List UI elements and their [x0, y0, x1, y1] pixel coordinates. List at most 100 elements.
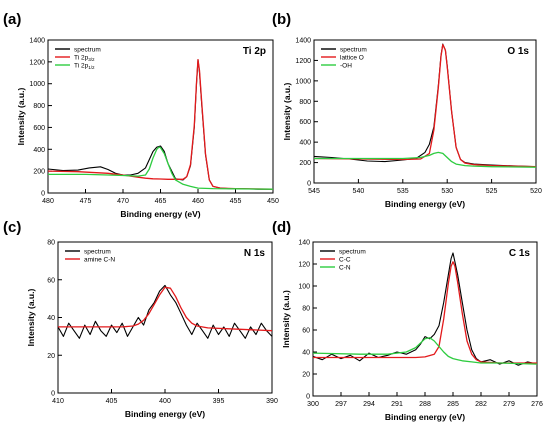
x-tick-label: 525	[486, 188, 498, 195]
y-tick-label: 0	[41, 191, 45, 198]
y-tick-label: 0	[306, 394, 310, 401]
x-tick-label: 285	[447, 401, 459, 408]
y-axis-label: Intensity (a.u.)	[282, 83, 292, 141]
chart-panel-4: (d) 300 297 294 291 288 285 282 279 276 0 20 40 60 80 1…	[272, 219, 543, 422]
x-tick-label: 460	[192, 198, 204, 205]
x-tick-label: 450	[267, 198, 279, 205]
y-tick-label: 60	[302, 328, 310, 335]
y-tick-label: 400	[33, 147, 45, 154]
y-tick-label: 60	[47, 277, 55, 284]
x-tick-label: 530	[441, 188, 453, 195]
legend-entry-sub: 3/2	[88, 57, 95, 62]
legend-entry-sub: 1/2	[88, 65, 95, 70]
series-line-2	[314, 43, 536, 168]
x-tick-label: 300	[307, 401, 319, 408]
x-tick-label: 405	[106, 398, 118, 405]
y-tick-label: 40	[302, 350, 310, 357]
y-tick-label: 120	[298, 262, 310, 269]
y-tick-label: 20	[302, 372, 310, 379]
x-axis-label: Binding energy (eV)	[125, 409, 205, 419]
series-line-3	[313, 337, 537, 365]
y-tick-label: 1400	[295, 38, 311, 45]
x-tick-label: 279	[503, 401, 515, 408]
y-tick-label: 1200	[29, 59, 45, 66]
y-tick-label: 1400	[29, 38, 45, 45]
chart-panel-1: (a) 480 475 470 465 460 455 450 0 200 400 600 800 100…	[3, 11, 279, 219]
series-line-2	[58, 286, 272, 332]
x-axis-label: Binding energy (eV)	[385, 412, 465, 422]
series-group	[58, 284, 272, 339]
panel-label: (b)	[272, 11, 291, 28]
legend-entry: C-C	[339, 256, 351, 263]
y-tick-label: 100	[298, 284, 310, 291]
legend-entry: Ti 2p3/2	[74, 54, 95, 62]
y-tick-label: 80	[302, 306, 310, 313]
x-tick-label: 540	[353, 188, 365, 195]
y-tick-label: 0	[307, 181, 311, 188]
element-tag: C 1s	[509, 248, 531, 259]
legend-entry: Ti 2p1/2	[74, 62, 95, 70]
panel-label: (c)	[3, 219, 21, 236]
plot-frame	[313, 39, 537, 184]
legend-entry: -OH	[340, 62, 352, 69]
legend-entry: spectrum	[74, 46, 101, 53]
legend-entry-main: Ti 2p	[74, 54, 89, 61]
x-tick-label: 276	[531, 401, 543, 408]
chart-panel-3: (c) 410 405 400 395 390 0 20 40 60 80 Binding energ…	[3, 219, 278, 419]
x-tick-label: 410	[52, 398, 64, 405]
element-tag: N 1s	[244, 248, 266, 259]
x-axis-label: Binding energy (eV)	[385, 199, 465, 209]
y-tick-label: 600	[299, 119, 311, 126]
legend-entry: C-N	[339, 264, 351, 271]
y-tick-label: 1000	[29, 81, 45, 88]
x-tick-label: 535	[397, 188, 409, 195]
legend-entry-main: Ti 2p	[74, 62, 89, 69]
y-tick-label: 140	[298, 240, 310, 247]
y-tick-label: 1000	[295, 78, 311, 85]
x-tick-label: 395	[213, 398, 225, 405]
y-tick-label: 400	[299, 140, 311, 147]
legend-entry: spectrum	[84, 248, 111, 255]
y-axis-label: Intensity (a.u.)	[26, 289, 36, 347]
x-tick-label: 288	[419, 401, 431, 408]
panel-label: (d)	[272, 219, 291, 236]
x-tick-label: 294	[363, 401, 375, 408]
y-tick-label: 200	[33, 169, 45, 176]
legend-entry: spectrum	[340, 46, 367, 53]
series-line-1	[58, 284, 272, 339]
series-line-1	[48, 59, 273, 190]
series-line-3	[314, 151, 536, 168]
y-tick-label: 20	[47, 353, 55, 360]
x-tick-label: 455	[230, 198, 242, 205]
y-tick-label: 80	[47, 240, 55, 247]
x-tick-label: 545	[308, 188, 320, 195]
series-line-3	[48, 146, 273, 190]
series-group	[313, 252, 537, 366]
legend-entry: lattice O	[340, 54, 364, 61]
y-tick-label: 800	[299, 99, 311, 106]
y-tick-label: 200	[299, 160, 311, 167]
y-axis-label: Intensity (a.u.)	[16, 88, 26, 146]
x-tick-label: 480	[42, 198, 54, 205]
x-tick-label: 282	[475, 401, 487, 408]
x-tick-label: 400	[159, 398, 171, 405]
x-tick-label: 291	[391, 401, 403, 408]
y-axis-label: Intensity (a.u.)	[281, 290, 291, 348]
element-tag: O 1s	[507, 46, 529, 57]
legend-entry: amine C-N	[84, 256, 115, 263]
series-group	[48, 59, 273, 190]
y-tick-label: 800	[33, 103, 45, 110]
y-tick-label: 40	[47, 315, 55, 322]
x-tick-label: 520	[530, 188, 542, 195]
element-tag: Ti 2p	[243, 46, 266, 57]
y-tick-label: 0	[51, 391, 55, 398]
x-tick-label: 297	[335, 401, 347, 408]
panel-label: (a)	[3, 11, 21, 28]
x-axis-label: Binding energy (eV)	[120, 209, 200, 219]
series-line-2	[313, 261, 537, 364]
